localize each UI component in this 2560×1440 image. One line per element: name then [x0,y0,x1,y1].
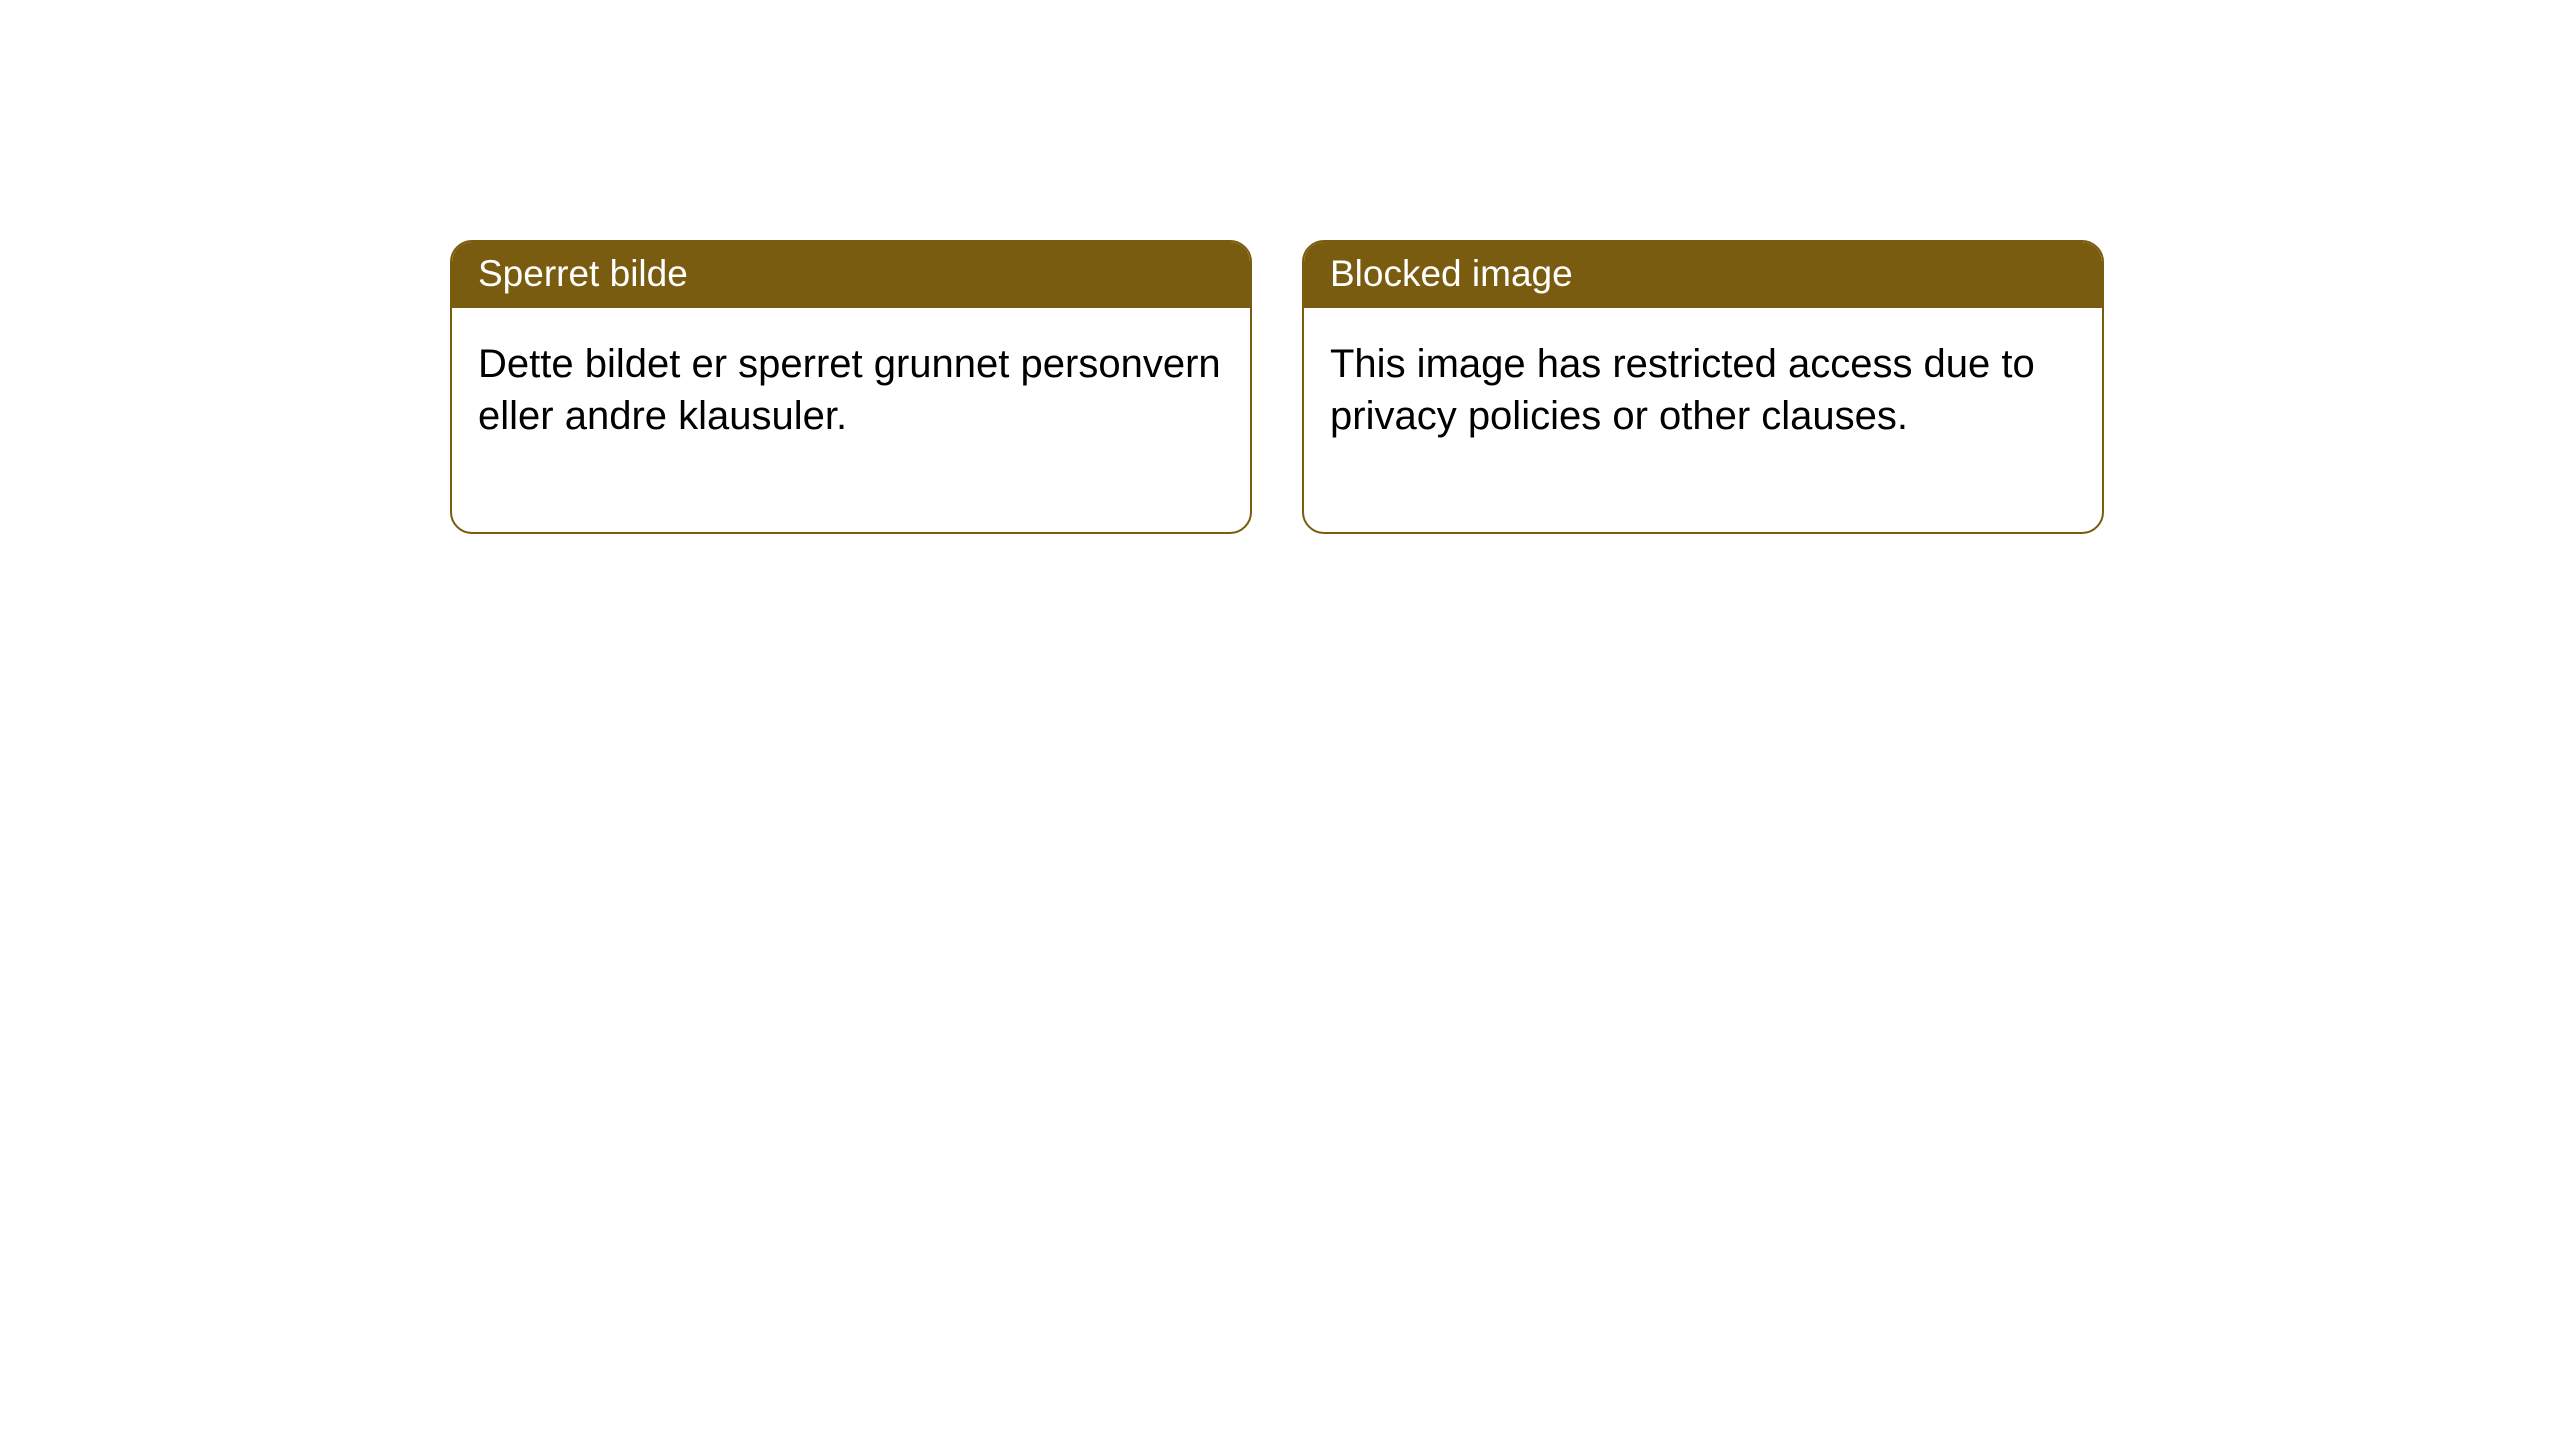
notice-header-no: Sperret bilde [452,242,1250,308]
notice-container: Sperret bilde Dette bildet er sperret gr… [0,0,2560,534]
notice-card-en: Blocked image This image has restricted … [1302,240,2104,534]
notice-card-no: Sperret bilde Dette bildet er sperret gr… [450,240,1252,534]
notice-body-no: Dette bildet er sperret grunnet personve… [452,308,1250,532]
notice-body-en: This image has restricted access due to … [1304,308,2102,532]
notice-header-en: Blocked image [1304,242,2102,308]
